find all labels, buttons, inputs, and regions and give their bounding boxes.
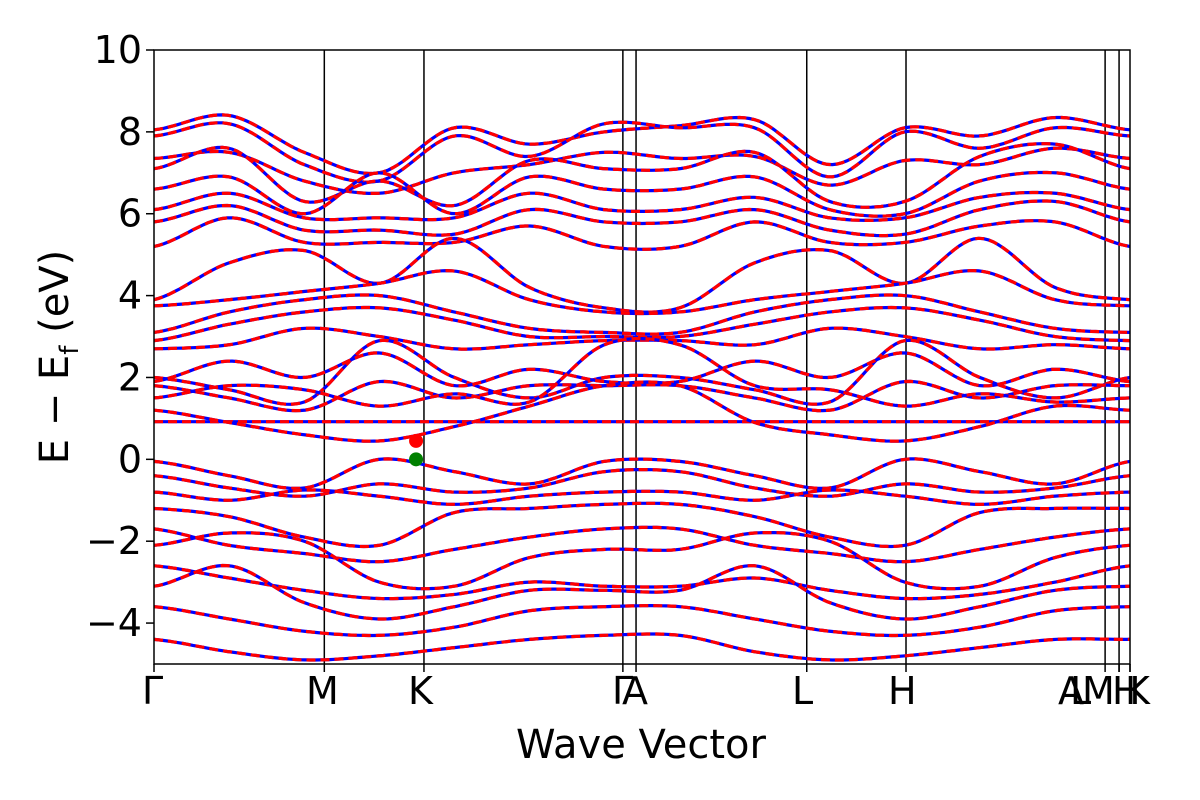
x-tick-label: L xyxy=(792,669,813,713)
x-tick-label: M xyxy=(306,669,339,713)
y-tick-label: −2 xyxy=(86,519,142,563)
band-spin-up xyxy=(154,501,1130,549)
x-tick-label: K xyxy=(408,669,434,713)
band-spin-down xyxy=(154,268,1130,316)
x-tick-label: H xyxy=(1112,669,1141,713)
x-tick-label: M xyxy=(1082,669,1115,713)
x-axis-label: Wave Vector xyxy=(516,722,767,768)
x-tick-labels: Γ M K ΓA L H ALMHK xyxy=(142,669,1151,713)
band-spin-down xyxy=(154,604,1130,638)
y-tick-label: 10 xyxy=(94,28,142,72)
band-spin-down xyxy=(154,488,1130,507)
y-tick-label: 4 xyxy=(118,274,142,318)
plot-frame xyxy=(153,49,1131,665)
band-spin-up xyxy=(154,564,1130,601)
band-spin-down xyxy=(154,380,1130,443)
bands xyxy=(154,113,1130,662)
band-spin-up xyxy=(154,525,1130,564)
x-tick-label: L xyxy=(1070,669,1091,713)
band-spin-down xyxy=(154,216,1130,251)
band-spin-down xyxy=(154,190,1130,222)
x-tick-label: K xyxy=(1125,669,1151,713)
band-spin-down xyxy=(154,337,1130,408)
band-spin-down xyxy=(154,120,1130,184)
band-spin-up xyxy=(154,457,1130,491)
band-spin-down xyxy=(154,170,1130,218)
y-axis-label: E − Ef (eV) xyxy=(32,250,85,465)
band-spin-down xyxy=(154,632,1130,662)
y-axis-label-sub: f xyxy=(55,345,85,355)
band-spin-up xyxy=(154,632,1130,662)
band-spin-down xyxy=(154,468,1130,498)
band-spin-down xyxy=(154,113,1130,176)
y-axis: −4 −2 0 2 4 6 8 10 xyxy=(86,28,154,645)
x-tick-label: Γ xyxy=(612,669,633,713)
band-spin-down xyxy=(154,531,1130,591)
band-spin-down xyxy=(154,199,1130,238)
x-tick-label: A xyxy=(1058,669,1084,713)
band-spin-up xyxy=(154,190,1130,222)
y-axis-label-unit: (eV) xyxy=(32,250,78,346)
x-tick-label: H xyxy=(888,669,917,713)
cbm-marker xyxy=(409,433,424,448)
band-spin-down xyxy=(154,563,1130,621)
band-spin-down xyxy=(154,525,1130,564)
band-edge-markers xyxy=(409,433,424,467)
y-tick-label: 2 xyxy=(118,355,142,399)
band-spin-down xyxy=(154,457,1130,491)
band-spin-down xyxy=(154,146,1130,195)
x-tick-label: A xyxy=(622,669,648,713)
y-tick-label: 0 xyxy=(118,437,142,481)
band-spin-up xyxy=(154,338,1130,406)
band-spin-down xyxy=(154,564,1130,601)
y-axis-label-main: E − E xyxy=(32,355,78,465)
y-tick-label: 6 xyxy=(118,192,142,236)
vbm-marker xyxy=(409,452,424,467)
band-spin-down xyxy=(154,142,1130,209)
x-tick-label: Γ xyxy=(142,669,163,713)
x-axis: Γ M K ΓA L H ALMHK xyxy=(142,664,1151,713)
y-tick-label: 8 xyxy=(118,110,142,154)
y-tick-label: −4 xyxy=(86,601,142,645)
band-spin-down xyxy=(154,293,1130,336)
